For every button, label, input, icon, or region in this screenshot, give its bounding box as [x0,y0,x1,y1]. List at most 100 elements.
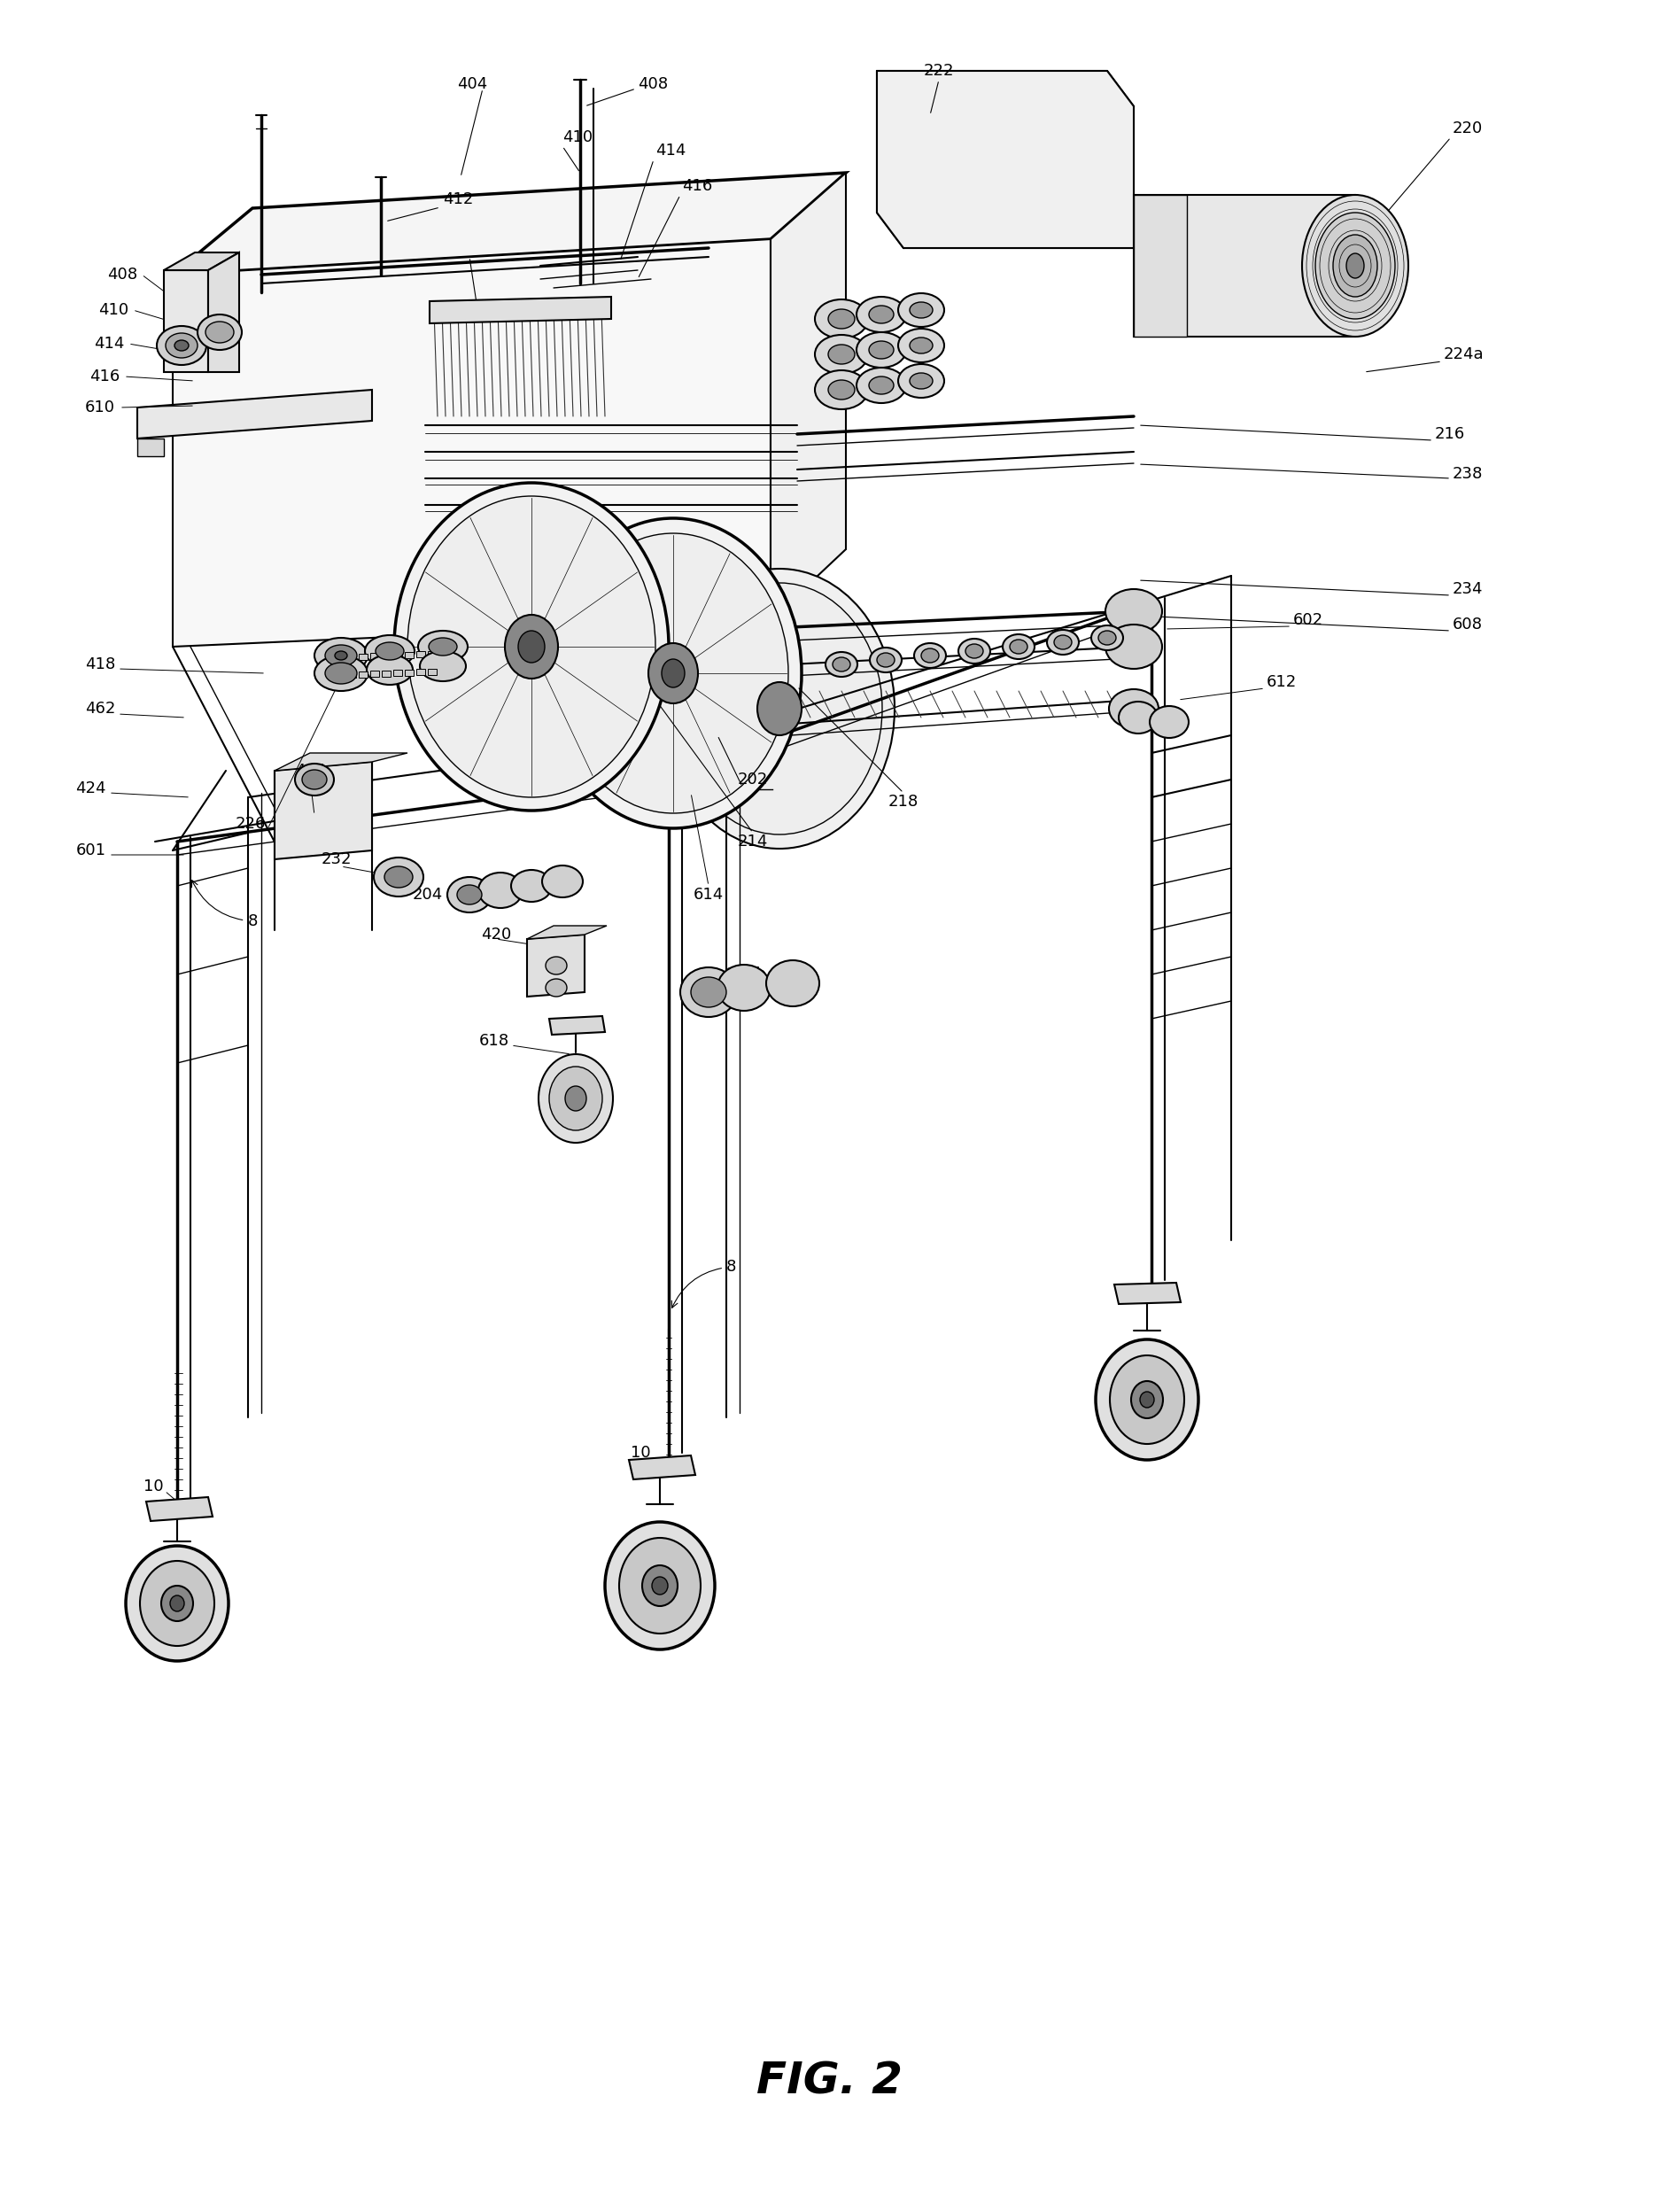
Ellipse shape [909,338,932,354]
Text: 410: 410 [98,303,128,319]
Polygon shape [164,252,239,270]
Ellipse shape [1334,234,1377,296]
Text: 618: 618 [479,1033,509,1048]
Ellipse shape [898,294,944,327]
Ellipse shape [566,1086,586,1110]
Ellipse shape [325,664,357,684]
Ellipse shape [206,321,234,343]
Ellipse shape [921,648,939,664]
Ellipse shape [869,341,894,358]
Text: 202: 202 [587,719,617,734]
Text: 224b: 224b [727,967,766,982]
Ellipse shape [549,1066,602,1130]
Bar [1133,195,1186,336]
Ellipse shape [1002,635,1035,659]
Ellipse shape [909,374,932,389]
Ellipse shape [856,367,906,403]
Bar [428,668,436,675]
Ellipse shape [828,380,854,400]
Ellipse shape [766,960,820,1006]
Ellipse shape [1347,254,1364,279]
Text: 410: 410 [562,128,592,146]
Ellipse shape [1131,1380,1163,1418]
Text: 420: 420 [481,927,511,942]
Polygon shape [146,1498,212,1522]
Bar [382,670,390,677]
Ellipse shape [428,637,456,655]
Polygon shape [252,173,846,584]
Ellipse shape [295,763,333,796]
Polygon shape [173,239,770,646]
Ellipse shape [606,1522,715,1650]
Text: 406: 406 [295,763,325,779]
Polygon shape [275,752,408,770]
Ellipse shape [1098,630,1117,646]
Ellipse shape [373,858,423,896]
Text: 202: 202 [738,772,768,787]
Ellipse shape [161,1586,192,1621]
Ellipse shape [898,330,944,363]
Ellipse shape [1140,1391,1155,1407]
Ellipse shape [757,681,801,734]
Polygon shape [430,296,611,323]
Ellipse shape [898,365,944,398]
Polygon shape [164,270,207,372]
Ellipse shape [833,657,851,672]
Bar [138,438,164,456]
Text: 224a: 224a [1443,347,1485,363]
Ellipse shape [478,872,523,907]
Text: 610: 610 [85,400,114,416]
Ellipse shape [544,518,801,827]
Ellipse shape [690,978,727,1006]
Ellipse shape [1092,626,1123,650]
Ellipse shape [828,310,854,330]
Text: 238: 238 [1453,467,1483,482]
Ellipse shape [966,644,984,659]
Polygon shape [629,1455,695,1480]
Ellipse shape [826,653,858,677]
Text: 416: 416 [682,177,712,195]
Ellipse shape [171,1595,184,1610]
Bar [416,668,425,675]
Bar [347,672,357,677]
Ellipse shape [1047,630,1078,655]
Bar [370,653,380,659]
Ellipse shape [914,644,946,668]
Text: 402: 402 [476,301,506,316]
Ellipse shape [315,655,368,690]
Ellipse shape [1105,588,1161,633]
Ellipse shape [649,644,698,703]
Ellipse shape [1150,706,1188,739]
Text: 412: 412 [443,192,473,208]
Ellipse shape [365,635,415,668]
Ellipse shape [1302,195,1408,336]
Ellipse shape [375,641,403,659]
Ellipse shape [677,584,883,834]
Bar [382,653,390,659]
Ellipse shape [546,958,567,975]
Ellipse shape [448,876,491,911]
Ellipse shape [664,568,894,849]
Bar [370,670,380,677]
Ellipse shape [652,1577,669,1595]
Bar [416,650,425,657]
Polygon shape [528,936,584,998]
Ellipse shape [504,615,557,679]
Bar [405,670,413,675]
Ellipse shape [680,967,737,1018]
Ellipse shape [878,653,894,668]
Ellipse shape [1105,624,1161,668]
Ellipse shape [158,325,206,365]
Text: 404: 404 [456,75,488,93]
Text: 424: 424 [76,781,106,796]
Ellipse shape [420,650,466,681]
Ellipse shape [815,369,868,409]
Bar [358,653,368,659]
Ellipse shape [1316,212,1395,319]
Text: 608: 608 [1453,617,1483,633]
Text: 8: 8 [192,880,257,929]
Ellipse shape [828,345,854,365]
Bar [428,650,436,657]
Ellipse shape [619,1537,700,1632]
Text: FIG. 2: FIG. 2 [757,2062,902,2104]
